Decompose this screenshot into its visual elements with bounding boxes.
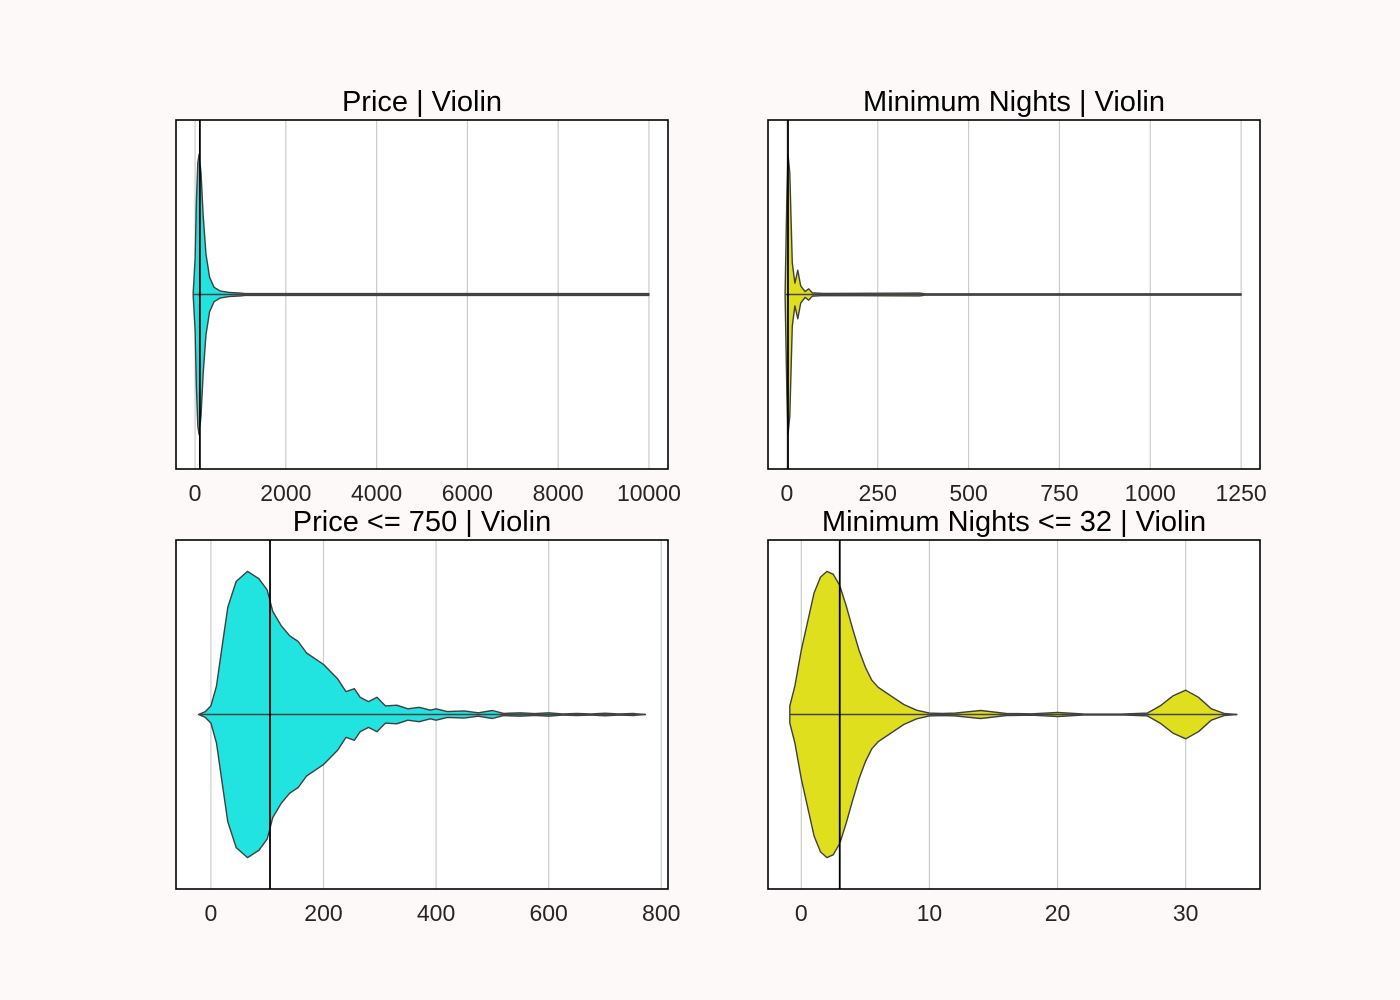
violin-layer	[784, 153, 1242, 436]
x-tick-label: 2000	[260, 480, 311, 506]
x-tick-label: 8000	[533, 480, 584, 506]
subplot-price-violin: 0 2000 4000 6000 8000 10000 Price | Violin	[175, 86, 681, 506]
x-tick-label: 10000	[617, 480, 681, 506]
x-tick-label: 20	[1045, 900, 1071, 926]
x-tick-label: 0	[780, 480, 793, 506]
x-tick-labels: 0 10 20 30	[795, 900, 1199, 926]
x-tick-label: 400	[417, 900, 455, 926]
chart-title: Minimum Nights | Violin	[863, 86, 1165, 118]
x-tick-label: 30	[1173, 900, 1199, 926]
plot-frame	[767, 539, 1261, 890]
violin-layer	[197, 570, 647, 859]
x-tick-label: 0	[189, 480, 202, 506]
chart-title: Price | Violin	[342, 86, 502, 118]
x-tick-label: 250	[859, 480, 897, 506]
x-tick-label: 0	[205, 900, 218, 926]
x-tick-label: 750	[1040, 480, 1078, 506]
subplot-minimum-nights-violin: 0 250 500 750 1000 1250 Minimum Nights | Viol…	[767, 86, 1267, 506]
plot-frame	[175, 119, 669, 470]
x-tick-labels: 0 250 500 750 1000 1250	[780, 480, 1266, 506]
x-tick-label: 4000	[351, 480, 402, 506]
x-tick-label: 500	[949, 480, 987, 506]
plot-frame	[175, 539, 669, 890]
x-tick-label: 0	[795, 900, 808, 926]
subplot-minimum-nights-32-violin: 0 10 20 30 Minimum Nights <= 32 | Violin	[767, 506, 1261, 926]
x-tick-label: 200	[304, 900, 342, 926]
x-tick-labels: 0 2000 4000 6000 8000 10000	[189, 480, 681, 506]
plot-frame	[767, 119, 1261, 470]
x-tick-label: 800	[642, 900, 680, 926]
x-tick-label: 1250	[1216, 480, 1267, 506]
x-tick-labels: 0 200 400 600 800	[205, 900, 681, 926]
subplot-price-750-violin: 0 200 400 600 800 Price <= 750 | Violin	[175, 506, 681, 926]
chart-title: Price <= 750 | Violin	[293, 506, 552, 538]
x-tick-label: 600	[529, 900, 567, 926]
x-tick-label: 10	[917, 900, 943, 926]
violin-layer	[789, 570, 1238, 859]
chart-title: Minimum Nights <= 32 | Violin	[822, 506, 1206, 538]
x-tick-label: 6000	[442, 480, 493, 506]
x-tick-label: 1000	[1125, 480, 1176, 506]
